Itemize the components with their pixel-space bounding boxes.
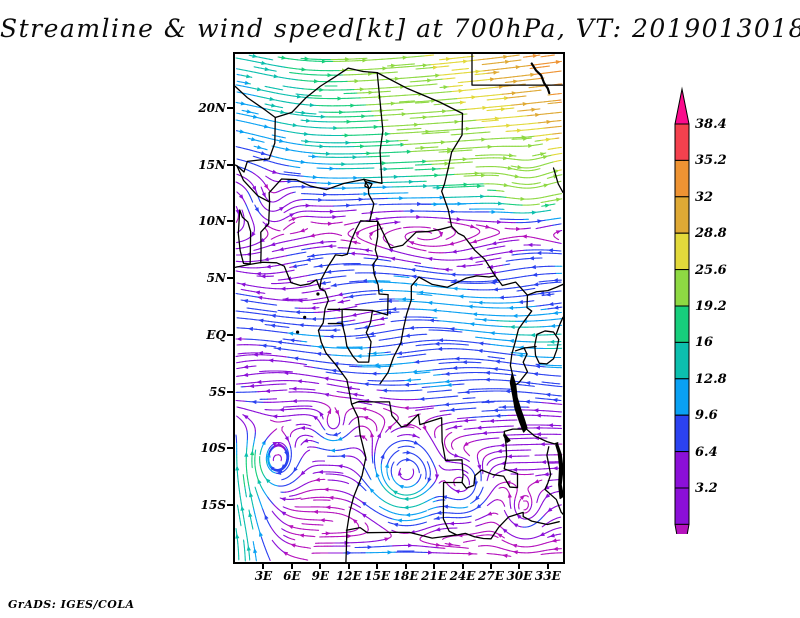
lon-tick-mark — [290, 564, 293, 569]
lon-tick-mark — [518, 564, 521, 569]
lat-tick-mark — [227, 220, 233, 223]
colorbar-label: 16 — [695, 335, 714, 351]
colorbar-label: 25.6 — [695, 262, 727, 278]
lon-tick-label: 12E — [335, 569, 362, 583]
lat-tick-label: 10N — [198, 214, 226, 229]
lat-tick-label: 5N — [206, 271, 226, 286]
lat-tick-label: 15S — [200, 498, 226, 513]
lon-tick-label: 3E — [254, 569, 273, 583]
lon-tick-label: 27E — [478, 569, 504, 583]
map-frame — [233, 52, 565, 564]
colorbar-canvas — [668, 84, 700, 534]
lat-tick-mark — [227, 163, 233, 166]
lat-tick-label: 5S — [208, 384, 226, 399]
lon-tick-label: 30E — [506, 569, 533, 583]
lon-tick-label: 18E — [392, 569, 419, 583]
colorbar-label: 12.8 — [695, 371, 727, 387]
lon-tick-label: 33E — [534, 569, 561, 583]
lat-tick-mark — [227, 333, 233, 336]
lat-tick-label: 10S — [200, 441, 226, 456]
lon-tick-label: 6E — [283, 569, 301, 583]
lat-tick-mark — [227, 504, 233, 507]
lon-tick-mark — [546, 564, 549, 569]
lon-tick-mark — [262, 564, 265, 569]
lon-tick-mark — [347, 564, 350, 569]
lat-tick-label: 15N — [198, 157, 226, 172]
lat-tick-label: 20N — [198, 100, 226, 115]
lon-tick-mark — [433, 564, 436, 569]
lon-tick-mark — [489, 564, 492, 569]
lat-tick-mark — [227, 277, 233, 280]
colorbar-label: 6.4 — [695, 444, 718, 460]
lon-tick-label: 15E — [364, 569, 391, 583]
lat-tick-mark — [227, 106, 233, 109]
streamline-map-canvas — [235, 54, 563, 562]
lon-tick-mark — [404, 564, 407, 569]
colorbar-label: 35.2 — [695, 153, 727, 169]
lon-tick-mark — [376, 564, 379, 569]
lon-tick-label: 9E — [311, 569, 330, 583]
colorbar-label: 32 — [695, 189, 714, 205]
lon-tick-label: 24E — [449, 569, 476, 583]
colorbar-label: 28.8 — [695, 226, 727, 242]
colorbar-label: 19.2 — [695, 299, 727, 314]
chart-title: Streamline & wind speed[kt] at 700hPa, V… — [0, 14, 800, 43]
lat-tick-mark — [227, 447, 233, 450]
lon-tick-label: 21E — [421, 569, 447, 583]
lon-tick-mark — [319, 564, 322, 569]
lon-tick-mark — [461, 564, 464, 569]
credit-text: GrADS: IGES/COLA — [8, 598, 135, 611]
colorbar-label: 3.2 — [695, 481, 718, 496]
colorbar-label: 9.6 — [695, 408, 718, 424]
lat-tick-label: EQ — [206, 327, 226, 342]
lat-tick-mark — [227, 390, 233, 393]
colorbar-label: 38.4 — [695, 117, 727, 132]
